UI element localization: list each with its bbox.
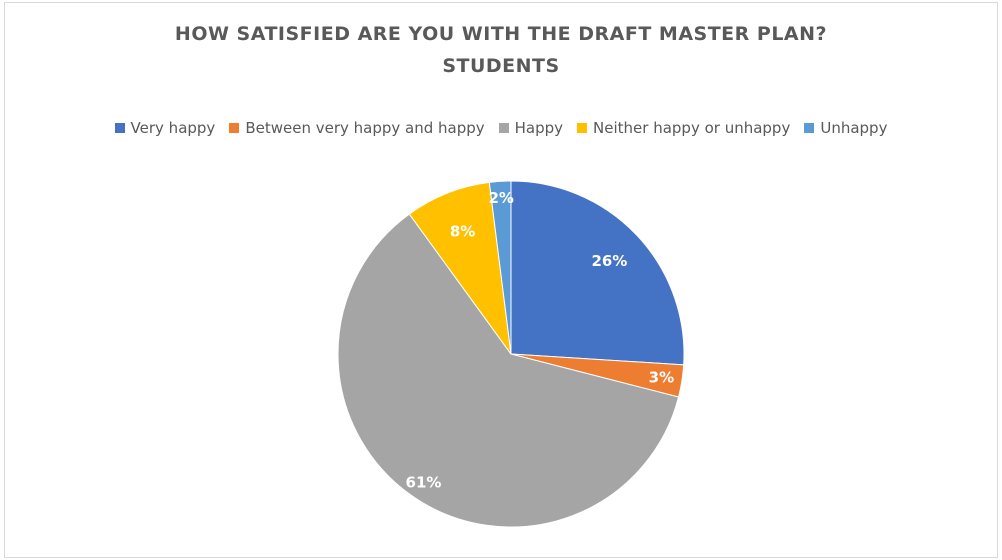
legend-item-very-happy: Very happy (114, 119, 216, 137)
pie-slice-unhappy (488, 180, 512, 355)
legend-swatch-very-happy (114, 123, 125, 133)
legend-label-very-happy: Very happy (130, 119, 216, 137)
legend-item-happy: Happy (498, 119, 564, 137)
chart-title: HOW SATISFIED ARE YOU WITH THE DRAFT MAS… (174, 23, 828, 45)
pie-slice-very-happy (510, 180, 685, 366)
legend-swatch-unhappy (804, 123, 815, 133)
legend-item-between-very-happy-and-happy: Between very happy and happy (229, 119, 485, 137)
legend-label-happy: Happy (514, 119, 564, 137)
legend: Very happy Between very happy and happy … (5, 119, 997, 137)
legend-swatch-between-very-happy-and-happy (229, 123, 240, 133)
legend-item-unhappy: Unhappy (804, 119, 887, 137)
legend-item-neither-happy-or-unhappy: Neither happy or unhappy (577, 119, 790, 137)
data-label-happy: 61% (406, 473, 442, 491)
data-label-between-very-happy-and-happy: 3% (649, 368, 674, 386)
legend-label-neither-happy-or-unhappy: Neither happy or unhappy (593, 119, 791, 137)
chart-subtitle: STUDENTS (442, 55, 560, 77)
data-label-very-happy: 26% (591, 252, 627, 270)
legend-label-unhappy: Unhappy (820, 119, 888, 137)
pie-slice-happy (337, 213, 680, 528)
data-label-unhappy: 2% (488, 189, 513, 207)
data-label-neither-happy-or-unhappy: 8% (450, 222, 475, 240)
legend-label-between-very-happy-and-happy: Between very happy and happy (245, 119, 485, 137)
legend-swatch-happy (498, 123, 509, 133)
legend-swatch-neither-happy-or-unhappy (577, 123, 588, 133)
